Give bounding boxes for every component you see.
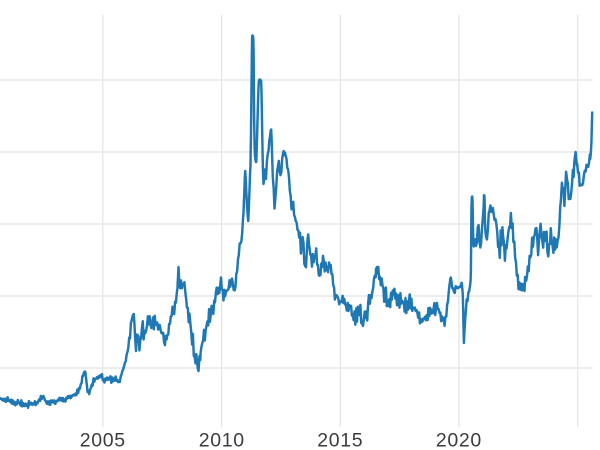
svg-text:2005: 2005 [80,430,126,450]
svg-text:2020: 2020 [436,430,482,450]
svg-text:2010: 2010 [199,430,245,450]
svg-text:2015: 2015 [317,430,363,450]
